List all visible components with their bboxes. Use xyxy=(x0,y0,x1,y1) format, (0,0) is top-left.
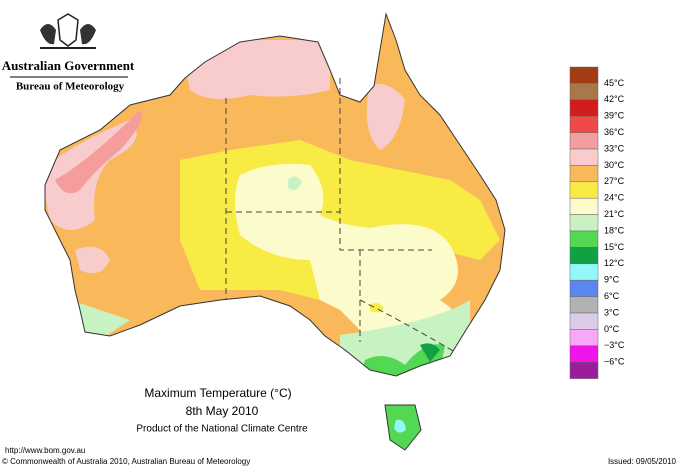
legend-label: 24°C xyxy=(604,193,625,203)
issued-date: Issued: 09/05/2010 xyxy=(608,457,677,466)
legend-swatch xyxy=(569,361,599,379)
legend-label: 15°C xyxy=(604,242,625,252)
legend-swatch xyxy=(569,312,599,330)
legend-label: 0°C xyxy=(604,324,620,334)
map-date: 8th May 2010 xyxy=(186,404,259,418)
legend-swatch xyxy=(569,197,599,215)
legend-swatch xyxy=(569,83,599,101)
legend-swatch xyxy=(569,329,599,347)
state-borders xyxy=(225,78,456,353)
legend-label: 33°C xyxy=(604,143,625,153)
legend-swatch xyxy=(569,247,599,265)
coastline xyxy=(384,404,422,451)
url: http://www.bom.gov.au xyxy=(5,446,85,455)
legend-swatch xyxy=(569,99,599,117)
legend-swatch xyxy=(569,263,599,281)
legend-swatch xyxy=(569,214,599,232)
logo xyxy=(40,13,96,49)
legend-label: 36°C xyxy=(604,127,625,137)
legend-swatch xyxy=(569,66,599,84)
legend-label: 12°C xyxy=(604,258,625,268)
legend-label: 21°C xyxy=(604,209,625,219)
legend: 45°C 42°C 39°C 36°C 33°C 30°C 27°C 24°C 21°C 18°C… xyxy=(569,66,625,379)
map-product: Product of the National Climate Centre xyxy=(136,424,308,435)
government-name: Australian Government xyxy=(2,58,135,73)
legend-label: 27°C xyxy=(604,176,625,186)
legend-label: 30°C xyxy=(604,160,625,170)
legend-swatch xyxy=(569,181,599,199)
copyright: © Commonwealth of Australia 2010, Austra… xyxy=(2,457,250,466)
legend-label: −6°C xyxy=(604,357,625,367)
legend-swatch xyxy=(569,148,599,166)
legend-swatch xyxy=(569,345,599,363)
legend-swatch xyxy=(569,165,599,183)
legend-swatch xyxy=(569,296,599,314)
legend-swatch xyxy=(569,279,599,297)
legend-label: −3°C xyxy=(604,340,625,350)
legend-swatch xyxy=(569,115,599,133)
legend-label: 9°C xyxy=(604,275,620,285)
legend-swatch xyxy=(569,230,599,248)
legend-label: 39°C xyxy=(604,111,625,121)
legend-label: 6°C xyxy=(604,291,620,301)
bureau-name: Bureau of Meteorology xyxy=(16,81,125,93)
legend-swatch xyxy=(569,132,599,150)
legend-label: 42°C xyxy=(604,94,625,104)
legend-label: 18°C xyxy=(604,225,625,235)
map-title: Maximum Temperature (°C) xyxy=(144,386,291,400)
legend-label: 45°C xyxy=(604,78,625,88)
legend-label: 3°C xyxy=(604,307,620,317)
